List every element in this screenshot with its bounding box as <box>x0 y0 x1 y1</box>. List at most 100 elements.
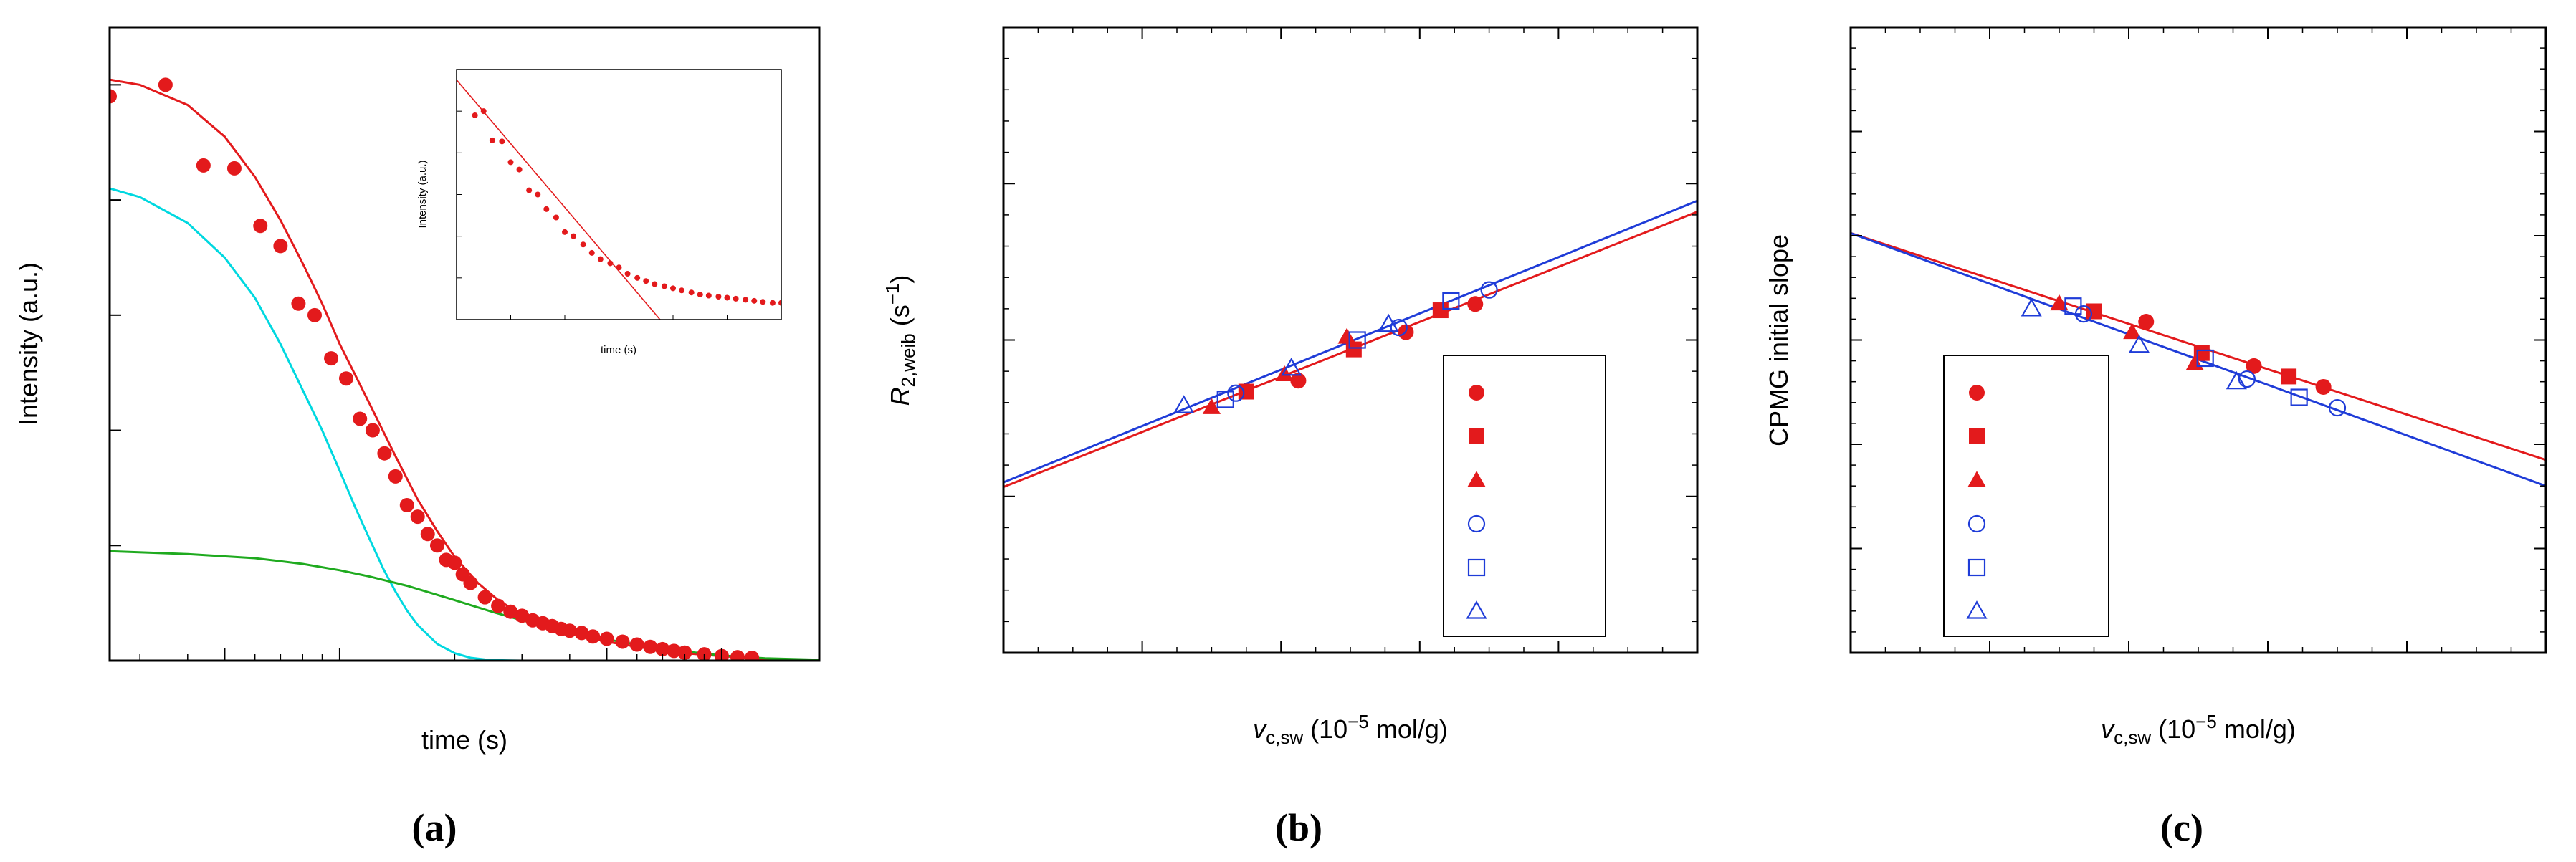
panel-label-c: (c) <box>2160 806 2203 849</box>
inset-data-point <box>751 297 758 304</box>
inset-data-point <box>760 299 766 305</box>
inset-data-point <box>769 300 776 306</box>
data-point <box>388 469 403 484</box>
point-ir-150 <box>1345 341 1362 358</box>
fit-curve-1 <box>110 187 523 661</box>
panel-a-ylabel: Intensity (a.u.) <box>14 262 43 426</box>
data-point <box>730 650 745 661</box>
point-ir-140 <box>2138 314 2155 330</box>
point-ir-150 <box>1432 302 1449 319</box>
inset-data-point <box>507 159 514 166</box>
data-point <box>599 631 614 646</box>
inset-data-point <box>724 294 730 301</box>
legend-marker-ir-150 <box>1969 428 1985 444</box>
legend-marker-ir-140 <box>1469 385 1484 401</box>
inset-data-point <box>526 187 533 193</box>
data-point <box>667 643 682 659</box>
data-point <box>110 89 117 104</box>
point-nr-170 <box>2129 334 2150 353</box>
panel-a-plot-area <box>110 77 819 661</box>
panel-b-legend <box>1443 355 1606 637</box>
panel-b-ylabel: R2,weib (s−1) <box>882 275 919 406</box>
point-ir-170 <box>1202 398 1221 414</box>
inset-data-point <box>616 264 622 271</box>
point-ir-140 <box>1290 373 1307 389</box>
inset-data-point <box>688 289 695 296</box>
point-ir-170 <box>1275 365 1294 382</box>
inset-data-point <box>472 112 478 118</box>
data-point <box>429 538 444 553</box>
data-point <box>291 296 306 311</box>
inset-ticks <box>456 69 782 320</box>
panel-a-inset: time (s) Intensity (a.u.) <box>416 64 788 356</box>
point-nr-140 <box>1227 384 1245 402</box>
data-point <box>586 629 601 644</box>
point-nr-140 <box>1390 318 1408 337</box>
point-nr-140 <box>1480 281 1498 299</box>
data-point <box>273 239 288 254</box>
data-point <box>515 608 530 623</box>
legend-marker-ir-170 <box>1467 471 1486 487</box>
panel-c: vc,sw (10−5 mol/g) CPMG initial slope (c… <box>1764 26 2547 849</box>
point-ir-150 <box>2086 303 2102 320</box>
panel-c-ticks <box>1850 27 2547 653</box>
inset-data-point <box>634 274 641 281</box>
panel-a-xlabel: time (s) <box>421 725 507 755</box>
data-point <box>196 158 211 173</box>
point-nr-150 <box>1442 292 1460 310</box>
data-point <box>491 598 506 613</box>
point-ir-170 <box>2050 294 2069 311</box>
inset-fit-line <box>457 80 661 320</box>
inset-data-point <box>679 287 685 294</box>
data-point <box>399 498 414 513</box>
panel-b-xlabel: vc,sw (10−5 mol/g) <box>1253 711 1448 748</box>
inset-data-point <box>543 206 550 212</box>
panel-label-b: (b) <box>1275 806 1322 849</box>
inset-data-point <box>571 233 577 239</box>
legend-marker-nr-170 <box>1466 600 1487 619</box>
legend-marker-ir-140 <box>1969 385 1985 401</box>
inset-data-point <box>624 271 631 277</box>
data-point <box>307 307 322 322</box>
point-nr-140 <box>2238 370 2256 388</box>
legend-marker-ir-170 <box>1967 471 1986 487</box>
inset-data-point <box>733 295 739 302</box>
data-point <box>562 623 577 638</box>
panel-b-plot-area <box>1003 199 1697 489</box>
data-point <box>324 351 339 366</box>
point-nr-170 <box>2226 370 2247 390</box>
inset-data-point <box>705 292 712 299</box>
point-ir-140 <box>2315 378 2332 395</box>
inset-data-point <box>597 256 604 262</box>
legend-marker-nr-150 <box>1467 558 1486 577</box>
data-point <box>253 219 268 234</box>
data-point <box>410 509 425 525</box>
data-point <box>353 411 368 426</box>
inset-data-point <box>588 249 595 256</box>
point-nr-150 <box>1216 391 1234 408</box>
inset-data-point <box>480 108 487 115</box>
data-point <box>655 641 670 656</box>
data-point <box>615 634 630 649</box>
inset-data-point <box>778 300 781 306</box>
inset-xlabel: time (s) <box>601 344 636 356</box>
legend-marker-nr-150 <box>1967 558 1986 577</box>
inset-data-point <box>607 260 614 267</box>
data-point <box>477 590 492 605</box>
data-point <box>574 626 589 641</box>
inset-data-point <box>562 229 568 235</box>
panel-a-ticks <box>110 84 722 661</box>
inset-data-point <box>516 166 523 173</box>
point-nr-150 <box>1348 331 1366 349</box>
legend-marker-nr-170 <box>1966 600 1988 619</box>
point-nr-170 <box>1281 357 1302 376</box>
inset-data-point <box>652 281 658 287</box>
point-ir-140 <box>2246 358 2262 374</box>
point-nr-150 <box>2064 297 2082 315</box>
data-point <box>226 161 242 176</box>
data-point <box>420 527 435 542</box>
data-point <box>697 647 712 661</box>
inset-data-point <box>535 191 541 198</box>
inset-data-point <box>643 278 649 284</box>
